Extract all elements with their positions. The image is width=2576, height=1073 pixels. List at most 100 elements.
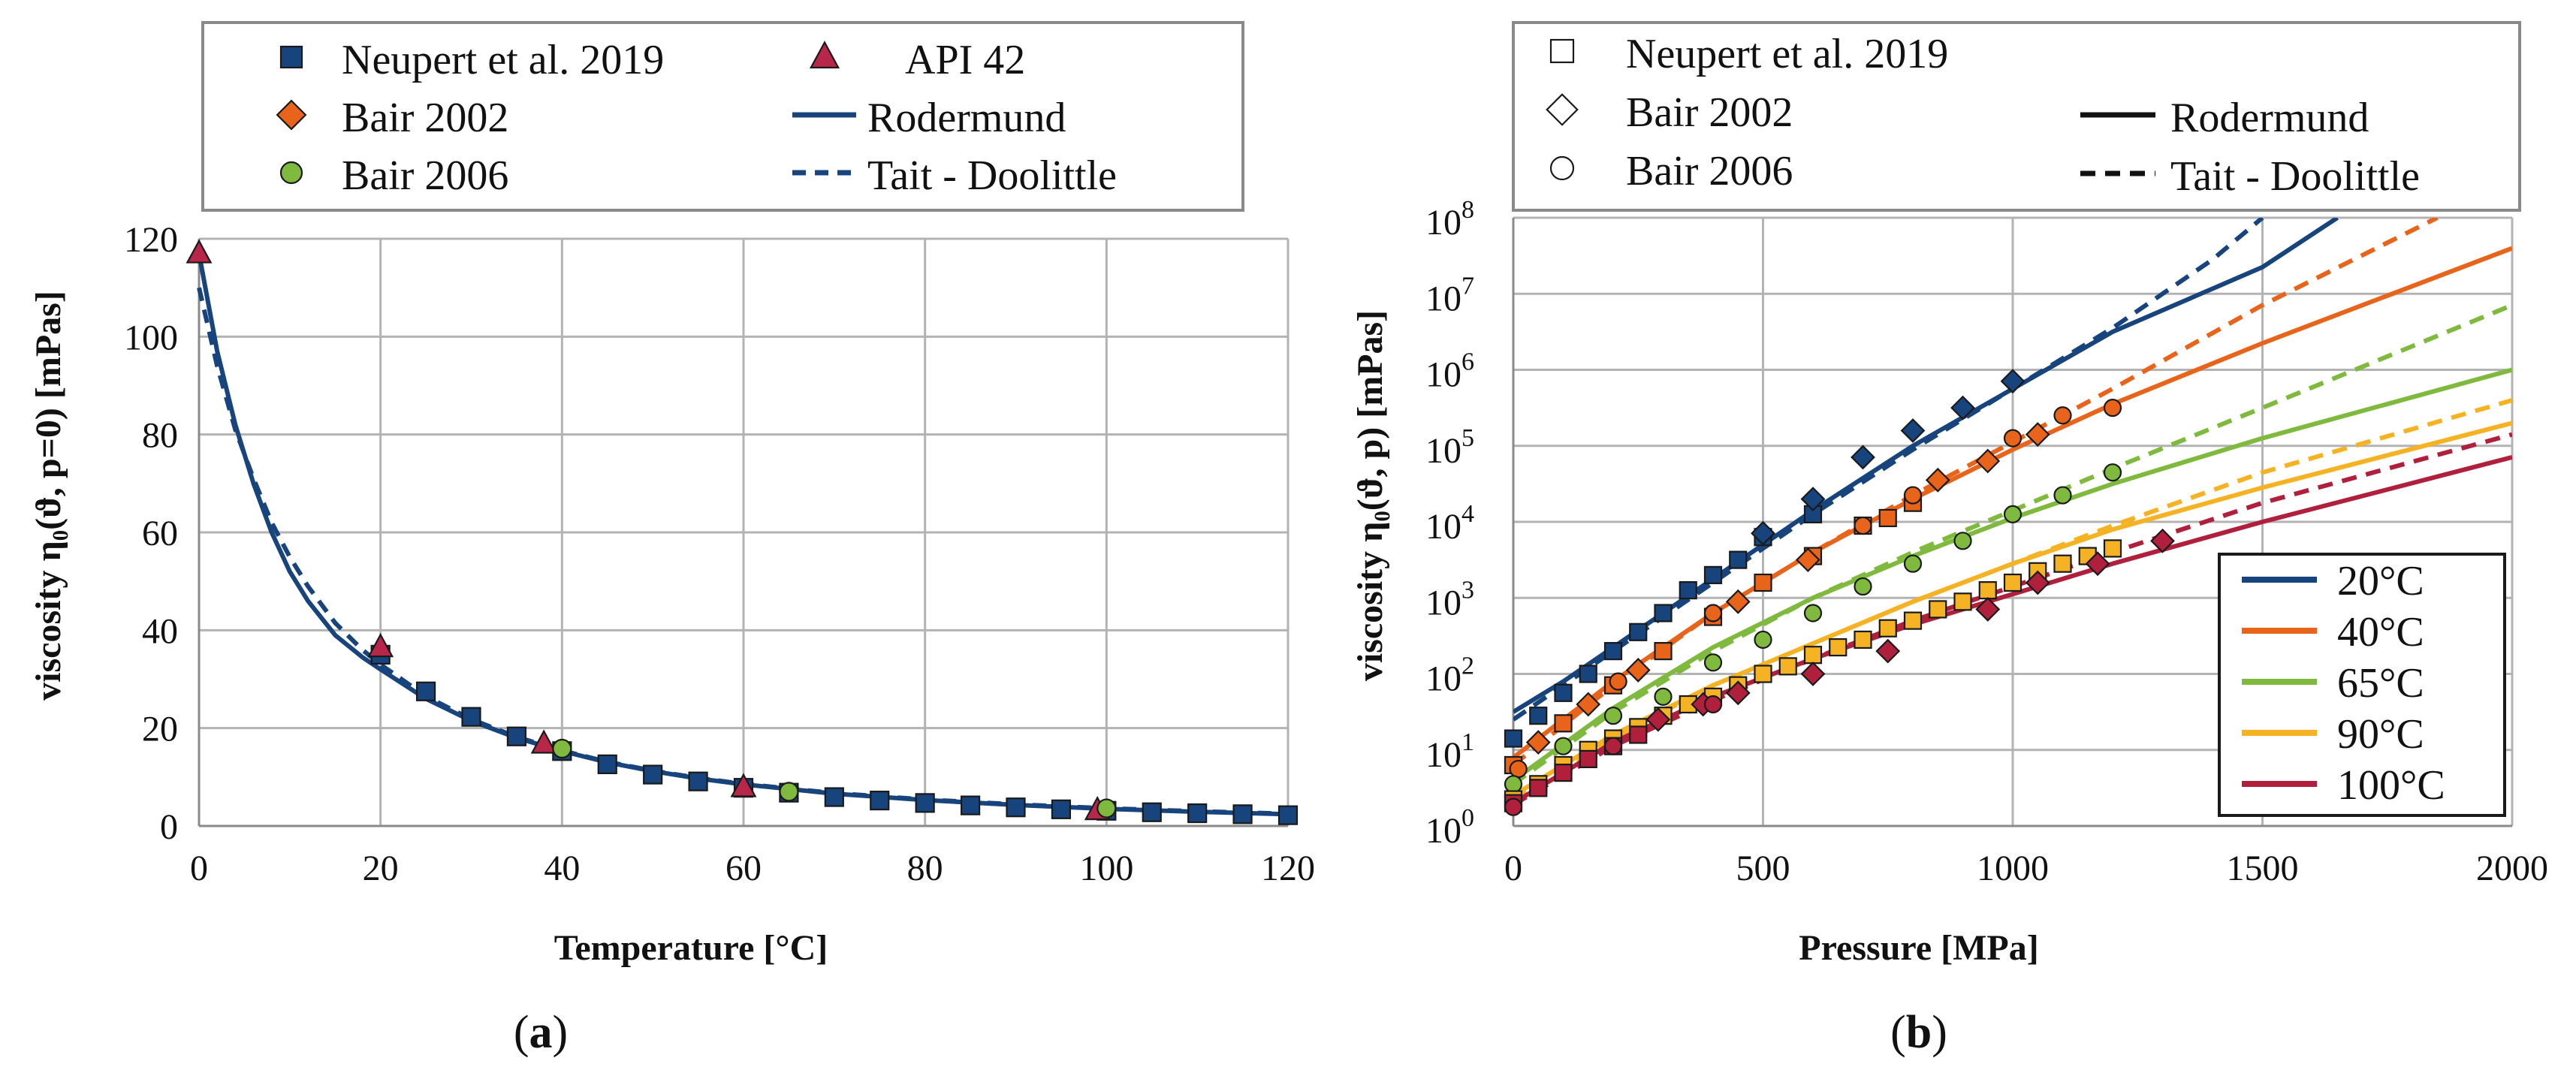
panel-a-api-42-point (730, 773, 757, 797)
legend-marker-neupert-et-al-2019 (1549, 38, 1575, 64)
panel-b-65-c-bair-2006-point (1903, 554, 1923, 573)
panel-b-40-c-bair-2006-point (2103, 399, 2122, 417)
panel-a-y-ticks: 0 20 40 60 80 100 120 (124, 220, 178, 847)
panel-b-40-c-bair-2006-point (1703, 604, 1723, 622)
panel-a-api-42-point (367, 633, 394, 658)
panel-b-90-c-neupert-et-al-2019-point (2103, 539, 2122, 558)
panel-b-20-c-neupert-et-al-2019-point (1703, 565, 1723, 584)
panel-b-x-tick-label: 1000 (1977, 848, 2049, 888)
panel-b-65-c-bair-2006-point (1654, 687, 1673, 706)
legend-label-rodermund: Rodermund (867, 95, 1066, 141)
panel-a-neupert-et-al-2019-point (870, 791, 890, 811)
panel-a-x-tick-label: 100 (1079, 848, 1133, 888)
panel-a-neupert-et-al-2019-point (688, 771, 708, 791)
panel-a-api-42-point (530, 729, 557, 754)
panel-b-20-c-bair-2002-point (1900, 418, 1926, 443)
panel-b-90-c-neupert-et-al-2019-point (1803, 646, 1823, 665)
panel-b-series (1504, 218, 2512, 816)
panel-b-65-c-bair-2006-point (2003, 505, 2022, 523)
panel-b-100-c-bair-2006-point (1703, 695, 1723, 714)
panel-b-90-c-neupert-et-al-2019-point (1903, 611, 1923, 630)
temperature-legend-label-100-c: 100°C (2337, 762, 2445, 809)
panel-b-100-c-bair-2002-point (1875, 638, 1901, 664)
panel-b-90-c-neupert-et-al-2019-point (1778, 657, 1797, 676)
legend-label-neupert-et-al-2019: Neupert et al. 2019 (342, 37, 664, 83)
panel-b-40-c-bair-2002-point (1795, 547, 1820, 573)
legend-label-neupert-et-al-2019: Neupert et al. 2019 (1626, 31, 1948, 77)
panel-a-y-tick-label: 80 (142, 416, 178, 456)
panel-b-20-c-bair-2002-point (1950, 395, 1975, 420)
panel-b-y-ticks: 100 101 102 103 104 105 106 107 108 (1425, 196, 1474, 851)
panel-b-20-c-neupert-et-al-2019-point (1529, 707, 1548, 725)
temperature-legend-label-65-c: 65°C (2337, 660, 2424, 707)
panel-b-100-c-bair-2002-point (1645, 707, 1671, 732)
panel-a-legend: Neupert et al. 2019 API 42 Bair 2002 Roderm… (276, 37, 1117, 199)
legend-marker-neupert-et-al-2019 (279, 45, 303, 69)
panel-b-20-c-neupert-et-al-2019-point (1504, 729, 1523, 748)
legend-label-tait-doolittle: Tait - Doolittle (2170, 153, 2420, 200)
panel-b-40-c-bair-2006-point (2003, 429, 2022, 448)
panel-a-neupert-et-al-2019-point (915, 793, 935, 813)
panel-a-neupert-et-al-2019-point (415, 681, 436, 701)
panel-b-legend-box (1512, 21, 2521, 212)
panel-b-100-c-bair-2002-point (1975, 597, 2001, 622)
panel-b-65-c-bair-2006-point (1953, 532, 1972, 550)
panel-b-90-c-neupert-et-al-2019-point (2053, 554, 2072, 573)
panel-a-neupert-et-al-2019-point (643, 764, 663, 785)
legend-label-bair-2006: Bair 2006 (1626, 148, 1793, 194)
panel-a-series (186, 239, 1299, 825)
panel-b-65-c-bair-2006-point (1754, 630, 1772, 650)
panel-b-100-c-bair-2002-point (2150, 528, 2175, 553)
panel-b-legend: Neupert et al. 2019 Bair 2002 Rodermund Bai… (1546, 31, 2420, 200)
panel-b-90-c-neupert-et-al-2019-point (1754, 665, 1772, 683)
legend-label-tait-doolittle: Tait - Doolittle (867, 152, 1117, 199)
legend-marker-bair-2002 (276, 99, 307, 131)
panel-a-x-tick-label: 0 (190, 848, 208, 888)
panel-b-100-c-neupert-et-al-2019-point (1554, 764, 1573, 782)
panel-b-40-c-bair-2006-point (1609, 672, 1627, 691)
panel-a-y-tick-label: 40 (142, 611, 178, 651)
legend-marker-bair-2006 (279, 161, 303, 185)
panel-a-x-ticks: 0 20 40 60 80 100 120 (190, 848, 1315, 888)
temperature-legend-label-40-c: 40°C (2337, 609, 2424, 656)
panel-b-40-c-bair-2002-point (1625, 658, 1651, 683)
panel-b-90-c-neupert-et-al-2019-point (1929, 600, 1947, 619)
panel-b-chart: Neupert et al. 2019 Bair 2002 Rodermund Bai… (1350, 21, 2548, 1058)
legend-marker-bair-2006 (1549, 155, 1575, 181)
panel-b-20-c-bair-2002-point (1851, 445, 1875, 470)
panel-a-y-axis-label: viscosity η₀(ϑ, p=0) [mPas] (29, 291, 68, 701)
panel-a-y-tick-label: 120 (124, 220, 178, 260)
panel-b-20-c-neupert-et-al-2019-point (1629, 622, 1648, 641)
panel-b-65-c-bair-2006-point (1703, 653, 1723, 672)
panel-b-y-tick-label: 100 (1425, 804, 1474, 851)
panel-a-rodermund-line (197, 253, 1289, 817)
panel-b-40-c-neupert-et-al-2019-point (1654, 642, 1673, 661)
panel-b-40-c-neupert-et-al-2019-point (1554, 714, 1573, 733)
panel-a-neupert-et-al-2019-point (1051, 799, 1072, 819)
panel-b-x-tick-label: 0 (1504, 848, 1522, 888)
panel-a-x-axis-label: Temperature [°C] (554, 928, 828, 968)
panel-b-100-c-bair-2002-point (1725, 680, 1751, 706)
panel-a-x-tick-label: 120 (1261, 848, 1315, 888)
panel-b-100-c-bair-2002-point (2085, 551, 2110, 577)
panel-b-100-c-bair-2002-point (1800, 662, 1826, 686)
legend-label-bair-2002: Bair 2002 (1626, 89, 1793, 136)
legend-label-bair-2002: Bair 2002 (342, 95, 508, 141)
panel-b-100-c-bair-2006-point (1504, 797, 1523, 816)
panel-b-20-c-neupert-et-al-2019-point (1603, 642, 1623, 661)
panel-a-y-tick-label: 20 (142, 710, 178, 749)
panel-b-y-tick-label: 106 (1425, 348, 1474, 395)
panel-b-20-c-bair-2002-point (1800, 487, 1826, 512)
panel-b-40-c-bair-2006-point (1854, 516, 1872, 535)
panel-a-x-tick-label: 60 (725, 848, 762, 888)
panel-b-y-tick-label: 107 (1425, 272, 1474, 318)
panel-b-90-c-neupert-et-al-2019-point (2003, 573, 2022, 592)
panel-b-40-c-bair-2006-point (1509, 759, 1528, 779)
panel-b-y-tick-label: 104 (1425, 500, 1474, 547)
panel-b-20-c-neupert-et-al-2019-point (1679, 581, 1697, 600)
panel-b-90-c-neupert-et-al-2019-point (1878, 619, 1897, 637)
panel-a-x-tick-label: 80 (907, 848, 943, 888)
panel-a-neupert-et-al-2019-point (1187, 803, 1208, 824)
panel-b-x-ticks: 0 500 1000 1500 2000 (1504, 848, 2548, 888)
